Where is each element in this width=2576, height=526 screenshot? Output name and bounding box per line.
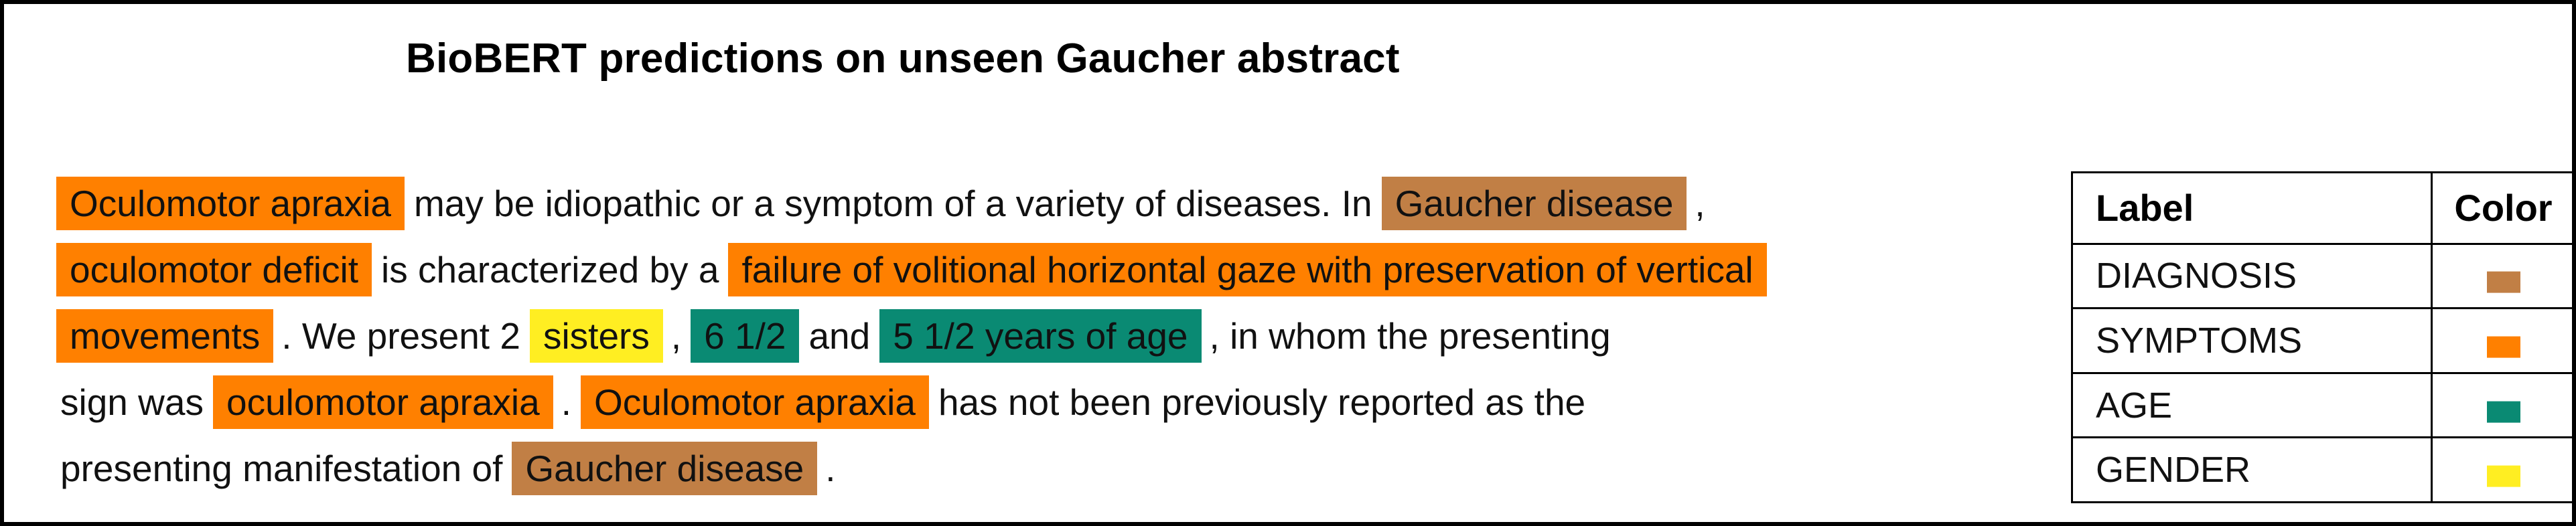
legend-header-label: Label [2071, 171, 2433, 245]
plain-text: . [825, 448, 836, 489]
legend-label: DIAGNOSIS [2071, 242, 2433, 310]
legend-header-color: Color [2431, 171, 2576, 245]
plain-text: is characterized by a [381, 249, 719, 290]
abstract-line: sign was oculomotor apraxia. Oculomotor ap… [56, 371, 1589, 433]
entity-diagnosis: Gaucher disease [512, 442, 818, 495]
entity-gender: sisters [529, 309, 663, 363]
entity-diagnosis: Gaucher disease [1381, 177, 1687, 230]
legend-table: Label Color DIAGNOSIS SYMPTOMS AGE GENDE… [2071, 171, 2576, 503]
abstract-line: Oculomotor apraxia may be idiopathic or a… [56, 173, 1709, 234]
legend-label: AGE [2071, 371, 2433, 439]
plain-text: . We present 2 [281, 315, 520, 357]
plain-text: , [1695, 183, 1705, 224]
entity-symptoms: oculomotor deficit [56, 243, 372, 296]
plain-text: presenting manifestation of [60, 448, 503, 489]
entity-age: 6 1/2 [691, 309, 800, 363]
figure-title: BioBERT predictions on unseen Gaucher ab… [406, 35, 1400, 82]
plain-text: has not been previously reported as the [938, 381, 1586, 423]
legend-label: GENDER [2071, 436, 2433, 503]
legend-row: DIAGNOSIS [2071, 242, 2576, 310]
plain-text: and [808, 315, 871, 357]
plain-text: sign was [60, 381, 204, 423]
plain-text: may be idiopathic or a symptom of a vari… [413, 183, 1372, 224]
legend-label: SYMPTOMS [2071, 307, 2433, 374]
entity-symptoms: Oculomotor apraxia [56, 177, 405, 230]
entity-symptoms: Oculomotor apraxia [581, 375, 929, 429]
plain-text: , [670, 315, 682, 357]
legend-swatch-gender [2486, 465, 2520, 487]
legend-row: GENDER [2071, 436, 2576, 503]
entity-symptoms: failure of volitional horizontal gaze wi… [728, 243, 1767, 296]
entity-symptoms: movements [56, 309, 274, 363]
legend-swatch-symptoms [2486, 336, 2520, 358]
legend-row: SYMPTOMS [2071, 307, 2576, 374]
plain-text: . [561, 381, 572, 423]
legend-row: AGE [2071, 371, 2576, 439]
entity-symptoms: oculomotor apraxia [212, 375, 553, 429]
abstract-line: presenting manifestation of Gaucher disea… [56, 438, 840, 499]
plain-text: , in whom the presenting [1209, 315, 1611, 357]
legend-swatch-age [2486, 401, 2520, 423]
legend-swatch-diagnosis [2486, 272, 2520, 294]
entity-age: 5 1/2 years of age [879, 309, 1202, 363]
abstract-line: movements. We present 2 sisters, 6 1/2 and 5… [56, 305, 1615, 367]
